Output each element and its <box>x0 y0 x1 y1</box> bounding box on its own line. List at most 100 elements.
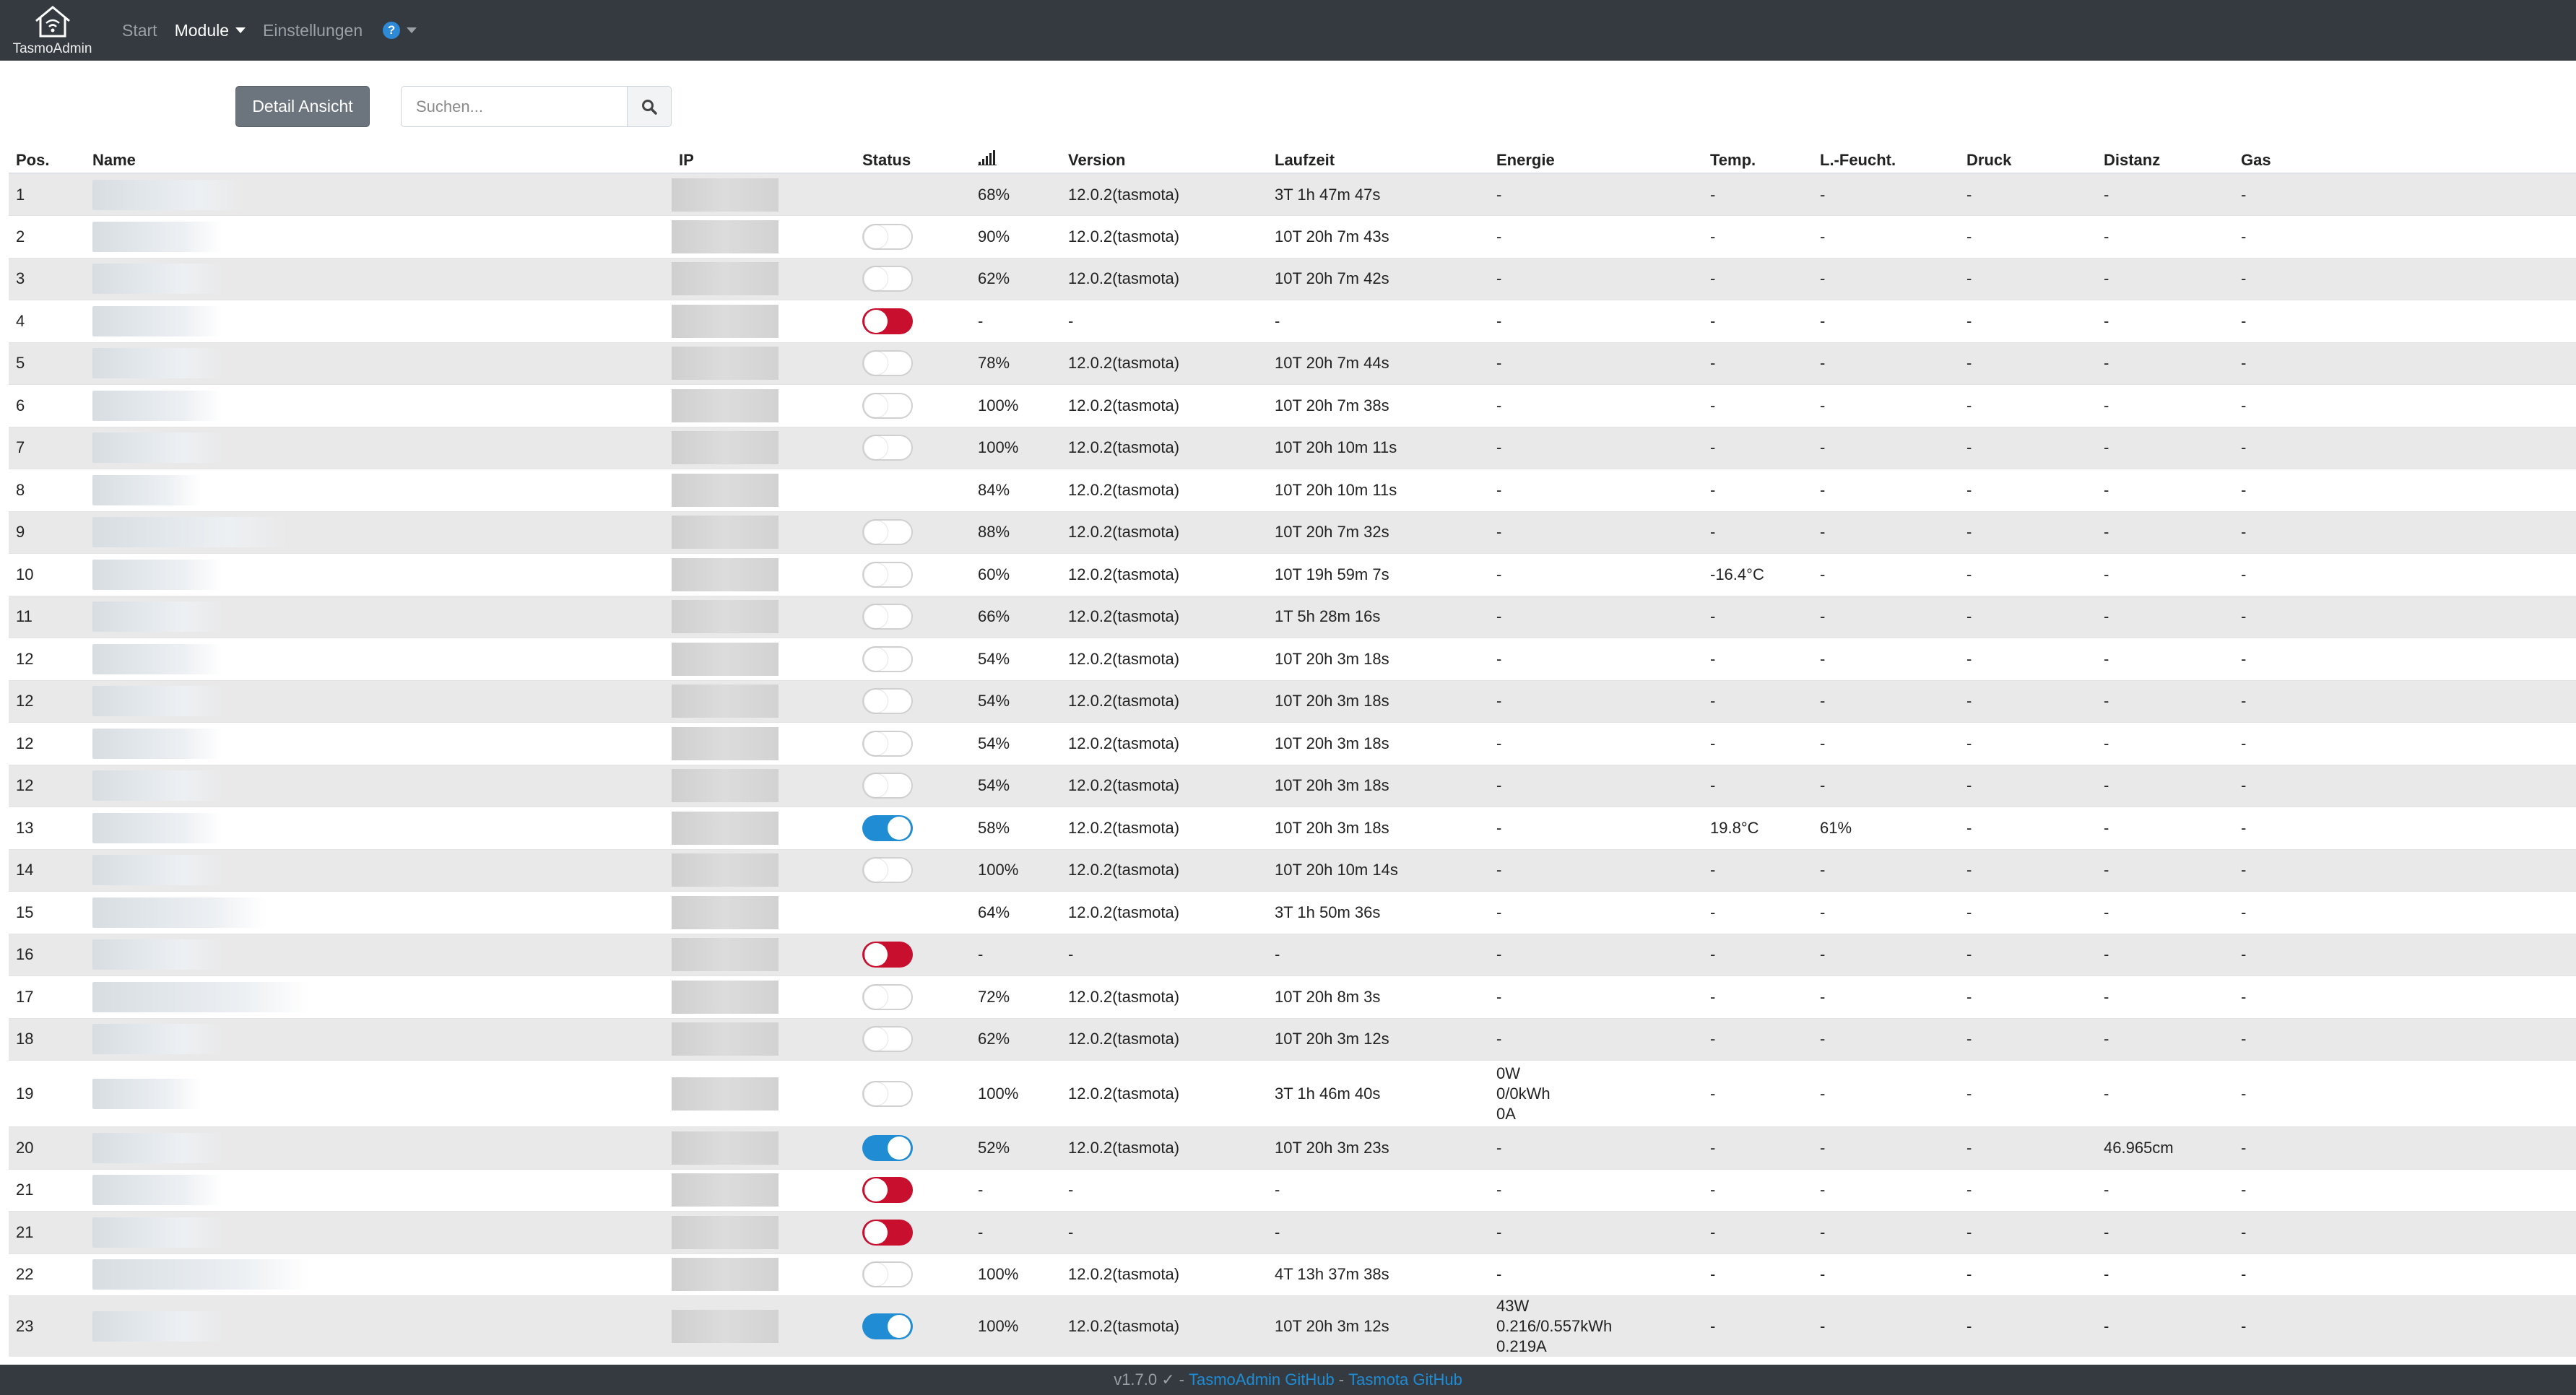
cell-pressure: - <box>1959 257 2096 300</box>
power-toggle-off[interactable] <box>862 435 913 461</box>
table-row[interactable]: 21- - - - - - - - - <box>9 1168 2576 1212</box>
table-row[interactable]: 13 58% 12.0.2(tasmota) 10T 20h 3m 18s -19.8°… <box>9 807 2576 849</box>
power-toggle-off[interactable] <box>862 646 913 672</box>
power-toggle-off[interactable] <box>862 350 913 377</box>
cell-temp: - <box>1703 300 1813 342</box>
col-energy[interactable]: Energie <box>1489 143 1703 174</box>
power-toggle-off[interactable] <box>862 519 913 546</box>
table-row[interactable]: 8 84% 12.0.2(tasmota) 10T 20h 10m 11s - - - - - - <box>9 469 2576 511</box>
redacted-name <box>92 1259 309 1290</box>
table-row[interactable]: 4--------- <box>9 300 2576 342</box>
col-pressure[interactable]: Druck <box>1959 143 2096 174</box>
cell-pressure: - <box>1959 510 2096 554</box>
toggle-knob <box>888 816 911 840</box>
col-distance[interactable]: Distanz <box>2096 143 2234 174</box>
table-row[interactable]: 22 100% 12.0.2(tasmota) 4T 13h 37m 38s - - - - -… <box>9 1253 2576 1296</box>
table-row[interactable]: 12 54% 12.0.2(tasmota) 10T 20h 3m 18s - - - - - - <box>9 638 2576 680</box>
col-name[interactable]: Name <box>85 143 672 174</box>
table-row[interactable]: 12 54% 12.0.2(tasmota) 10T 20h 3m 18s - - - - - - <box>9 764 2576 807</box>
table-row[interactable]: 7 100% 12.0.2(tasmota) 10T 20h 10m 11s - - - - -… <box>9 426 2576 469</box>
table-row[interactable]: 23 100% 12.0.2(tasmota) 10T 20h 3m 12s 43W 0.… <box>9 1295 2576 1357</box>
footer-separator: - <box>1179 1370 1184 1389</box>
cell-pressure: - <box>1959 638 2096 680</box>
tasmota-github-link[interactable]: Tasmota GitHub <box>1348 1370 1462 1389</box>
table-row[interactable]: 2 90% 12.0.2(tasmota) 10T 20h 7m 43s - - - - - - <box>9 215 2576 258</box>
redacted-name <box>92 305 222 336</box>
col-humidity[interactable]: L.-Feucht. <box>1813 143 1959 174</box>
table-row[interactable]: 5 78% 12.0.2(tasmota) 10T 20h 7m 44s - - - - - - <box>9 342 2576 385</box>
table-row[interactable]: 14 100% 12.0.2(tasmota) 10T 20h 10m 14s - - - -… <box>9 848 2576 892</box>
col-uptime[interactable]: Laufzeit <box>1267 143 1489 174</box>
redacted-ip <box>672 685 779 718</box>
cell-distance: - <box>2096 1253 2234 1296</box>
detail-view-button[interactable]: Detail Ansicht <box>235 86 370 127</box>
cell-ip <box>672 553 855 596</box>
power-toggle-off[interactable] <box>862 223 913 250</box>
cell-signal: 66% <box>971 595 1061 638</box>
power-toggle-off[interactable] <box>862 1080 913 1107</box>
table-row[interactable]: 18 62% 12.0.2(tasmota) 10T 20h 3m 12s - - - - - - <box>9 1017 2576 1061</box>
power-toggle-on[interactable] <box>862 814 913 841</box>
table-row[interactable]: 21- - - - - - - - - <box>9 1211 2576 1253</box>
table-row[interactable]: 15 64% 12.0.2(tasmota) 3T 1h 50m 36s - - - - - - <box>9 891 2576 934</box>
col-gas[interactable]: Gas <box>2234 143 2576 174</box>
power-toggle-on[interactable] <box>862 1313 913 1339</box>
power-toggle-error[interactable] <box>862 308 913 334</box>
table-row[interactable]: 10 60% 12.0.2(tasmota) 10T 19h 59m 7s - -16.4… <box>9 553 2576 596</box>
table-row[interactable]: 6 100% 12.0.2(tasmota) 10T 20h 7m 38s - - - - - - <box>9 384 2576 427</box>
redacted-ip <box>672 642 779 676</box>
cell-pos: 10 <box>9 553 85 596</box>
power-toggle-off[interactable] <box>862 392 913 419</box>
cell-name <box>85 764 672 807</box>
nav-help-dropdown[interactable]: ? <box>383 22 417 39</box>
cell-energy: - <box>1489 679 1703 723</box>
table-row[interactable]: 19 100% 12.0.2(tasmota) 3T 1h 46m 40s 0W 0/0k… <box>9 1060 2576 1127</box>
toggle-knob <box>864 1220 888 1244</box>
power-toggle-off[interactable] <box>862 604 913 630</box>
power-toggle-off[interactable] <box>862 266 913 292</box>
brand-logo[interactable]: TasmoAdmin <box>0 0 105 61</box>
tasmoadmin-github-link[interactable]: TasmoAdmin GitHub <box>1189 1370 1335 1389</box>
table-row[interactable]: 12 54% 12.0.2(tasmota) 10T 20h 3m 18s - - - - - - <box>9 722 2576 765</box>
power-toggle-off[interactable] <box>862 730 913 757</box>
power-toggle-off[interactable] <box>862 688 913 715</box>
table-row[interactable]: 11 66% 12.0.2(tasmota) 1T 5h 28m 16s - - - - - - <box>9 595 2576 638</box>
search-input[interactable] <box>401 86 627 127</box>
table-row[interactable]: 1 68% 12.0.2(tasmota) 3T 1h 47m 47s - - - - - - <box>9 173 2576 216</box>
col-status[interactable]: Status <box>855 143 971 174</box>
table-row[interactable]: 17 72% 12.0.2(tasmota) 10T 20h 8m 3s - - - - - - <box>9 975 2576 1018</box>
nav-settings[interactable]: Einstellungen <box>263 20 363 40</box>
power-toggle-off[interactable] <box>862 983 913 1010</box>
col-temp[interactable]: Temp. <box>1703 143 1813 174</box>
col-pos[interactable]: Pos. <box>9 143 85 174</box>
power-toggle-off[interactable] <box>862 1026 913 1053</box>
power-toggle-off[interactable] <box>862 1261 913 1288</box>
table-row[interactable]: 3 62% 12.0.2(tasmota) 10T 20h 7m 42s - - - - - - <box>9 257 2576 300</box>
power-toggle-off[interactable] <box>862 561 913 588</box>
col-signal[interactable] <box>971 143 1061 174</box>
cell-name <box>85 595 672 638</box>
cell-ip <box>672 1126 855 1169</box>
cell-uptime: 3T 1h 47m 47s <box>1267 173 1489 216</box>
cell-name <box>85 679 672 723</box>
power-toggle-error[interactable] <box>862 942 913 968</box>
footer-separator: - <box>1338 1370 1345 1389</box>
power-toggle-on[interactable] <box>862 1134 913 1161</box>
power-toggle-error[interactable] <box>862 1177 913 1204</box>
col-version[interactable]: Version <box>1061 143 1267 174</box>
cell-ip <box>672 722 855 765</box>
nav-start[interactable]: Start <box>122 20 157 40</box>
power-toggle-off[interactable] <box>862 773 913 799</box>
table-row[interactable]: 9 88% 12.0.2(tasmota) 10T 20h 7m 32s - - - - - - <box>9 510 2576 554</box>
cell-uptime: 10T 20h 3m 18s <box>1267 679 1489 723</box>
power-toggle-off[interactable] <box>862 857 913 884</box>
table-row[interactable]: 12 54% 12.0.2(tasmota) 10T 20h 3m 18s - - - - - - <box>9 679 2576 723</box>
cell-version: 12.0.2(tasmota) <box>1061 807 1267 849</box>
table-row[interactable]: 20 52% 12.0.2(tasmota) 10T 20h 3m 23s - - - -46… <box>9 1126 2576 1169</box>
cell-version: 12.0.2(tasmota) <box>1061 1253 1267 1296</box>
power-toggle-error[interactable] <box>862 1219 913 1246</box>
col-ip[interactable]: IP <box>672 143 855 174</box>
search-button[interactable] <box>627 86 672 127</box>
nav-module-dropdown[interactable]: Module <box>175 21 246 40</box>
table-row[interactable]: 16- - - - - - - - - <box>9 933 2576 976</box>
